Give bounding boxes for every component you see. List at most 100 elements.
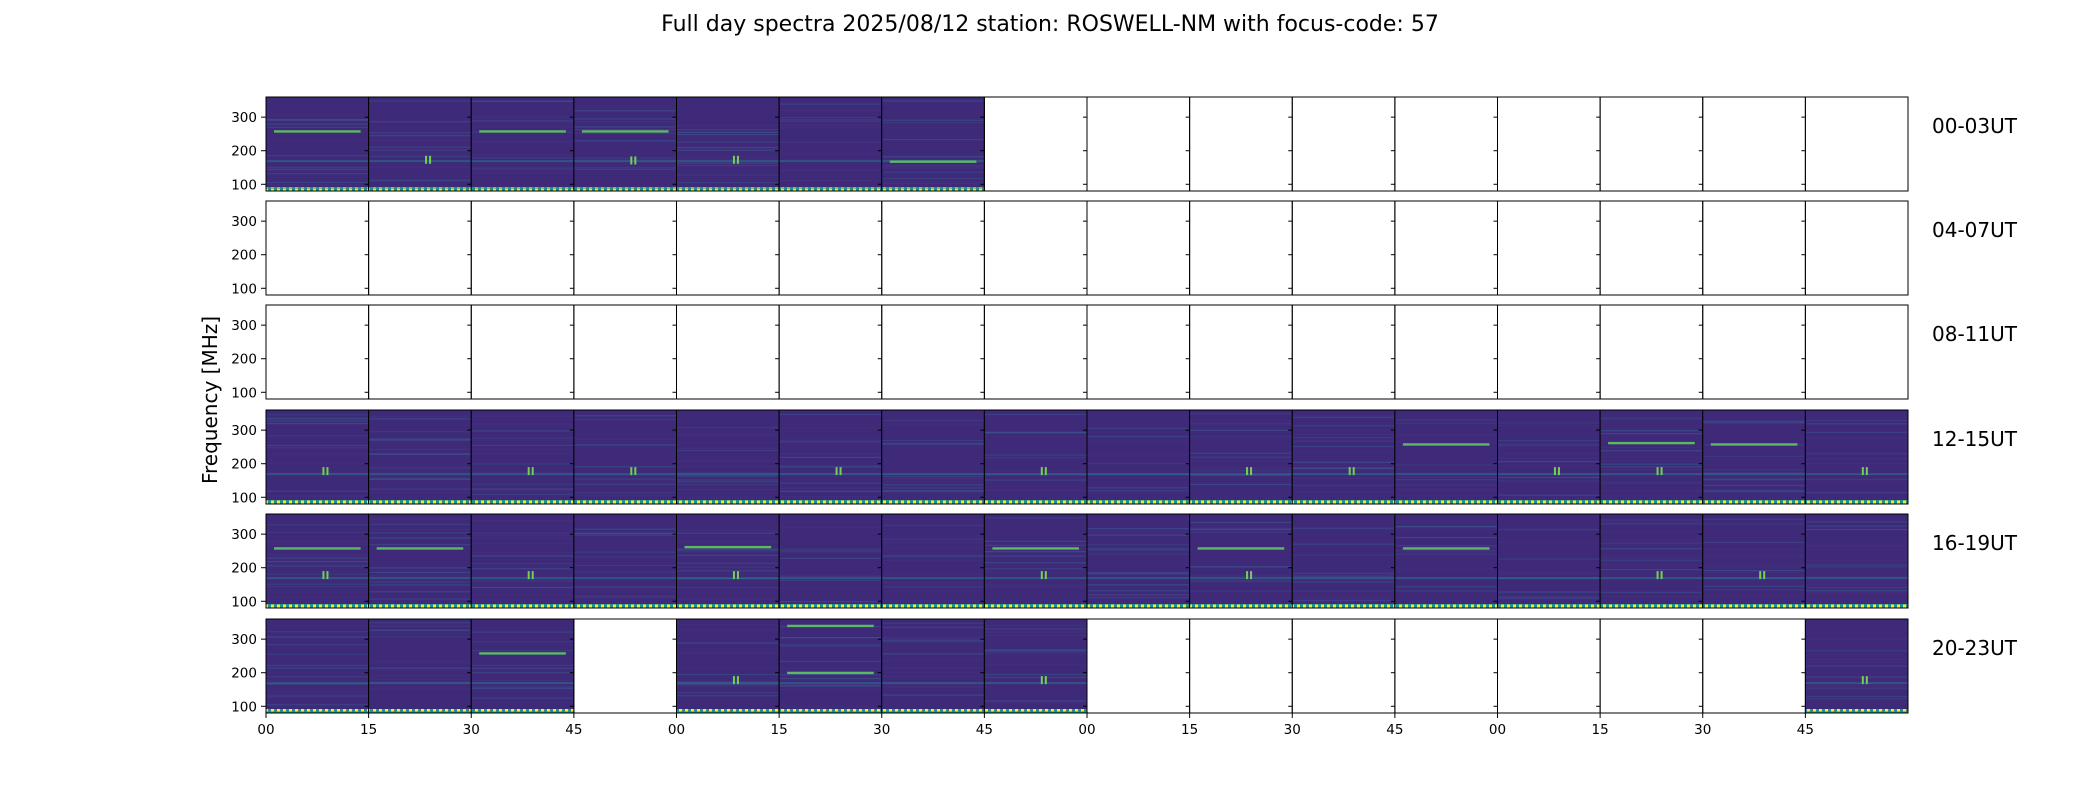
spectrogram-background (368, 514, 472, 608)
spectrogram-texture (266, 653, 369, 655)
spectrogram-texture (1600, 463, 1703, 465)
spectrogram-texture (266, 583, 369, 585)
burst-mark (634, 156, 637, 165)
spectrogram-panel (881, 97, 985, 191)
spectrogram-background (1087, 410, 1190, 504)
spectrogram-texture (676, 442, 780, 444)
spectrogram-texture (368, 591, 472, 593)
burst-mark (1040, 467, 1043, 476)
spectrogram-texture (1087, 439, 1190, 442)
spectrogram-texture (471, 670, 574, 672)
spectrogram-texture (471, 580, 574, 582)
bright-line-mark (1402, 443, 1490, 446)
spectrogram-texture (1600, 469, 1703, 471)
spectrogram-texture (1600, 433, 1703, 435)
spectrogram-texture (1702, 556, 1806, 558)
spectrogram-texture (1702, 523, 1806, 525)
spectrogram-panel (779, 619, 882, 713)
spectrogram-texture (779, 487, 882, 489)
spectrogram-texture (368, 448, 472, 451)
spectrogram-band (573, 160, 677, 163)
spectrogram-texture (368, 632, 472, 634)
spectrogram-texture (881, 443, 985, 445)
spectrogram-texture (676, 532, 780, 534)
spectrogram-bottom-strip (1805, 500, 1908, 504)
spectrogram-texture (471, 413, 574, 415)
spectrogram-texture (266, 155, 369, 157)
panel-frame (265, 304, 370, 400)
spectrogram-texture (1702, 420, 1806, 422)
spectrogram-texture (368, 491, 472, 493)
y-tick-label: 300 (231, 527, 257, 543)
spectrogram-band (368, 682, 472, 685)
spectrogram-background (266, 97, 369, 191)
spectrogram-texture (1702, 541, 1806, 544)
spectrogram-texture (881, 439, 985, 442)
spectrogram-texture (676, 557, 780, 559)
spectrogram-texture (779, 551, 882, 553)
spectrogram-background (573, 97, 677, 191)
spectrogram-texture (1600, 530, 1703, 533)
spectrogram-band (1292, 577, 1395, 580)
spectrogram-texture (266, 139, 369, 141)
spectrogram-texture (676, 434, 780, 436)
spectrogram-texture (1087, 548, 1190, 550)
spectrogram-texture (368, 155, 472, 157)
spectrogram-texture (1497, 460, 1601, 463)
spectrogram-texture (676, 673, 780, 676)
spectrogram-texture (1600, 450, 1703, 452)
spectrogram-texture (881, 535, 985, 537)
spectrogram-background (881, 97, 985, 191)
spectrogram-texture (266, 589, 369, 591)
spectrogram-texture (676, 642, 780, 644)
spectrogram-texture (676, 164, 780, 166)
spectrogram-texture (471, 631, 574, 633)
spectrogram-texture (779, 413, 882, 415)
x-tick-label: 15 (1592, 722, 1609, 738)
spectrogram-texture (1702, 472, 1806, 474)
burst-mark (1352, 467, 1355, 476)
spectrogram-texture (1394, 484, 1498, 486)
spectrogram-background (1805, 410, 1908, 504)
spectrogram-texture (676, 598, 780, 600)
spectrogram-background (1394, 514, 1498, 608)
spectrogram-texture (779, 427, 882, 429)
spectrogram-texture (266, 417, 369, 420)
spectrogram-texture (1394, 553, 1498, 555)
spectra-row: 100 200 300 04-07UT (231, 200, 2018, 297)
spectra-row: 100 200 300 20-23UT (231, 618, 2018, 715)
spectrogram-texture (881, 641, 985, 643)
spectrogram-texture (1805, 661, 1908, 663)
spectrogram-texture (1702, 455, 1806, 457)
spectrogram-texture (471, 437, 574, 439)
spectrogram-texture (1497, 481, 1601, 483)
spectrogram-texture (1087, 553, 1190, 555)
spectrogram-texture (266, 168, 369, 170)
spectrogram-texture (368, 180, 472, 182)
spectrogram-texture (1189, 527, 1293, 529)
spectrogram-texture (779, 472, 882, 474)
spectrogram-band (1087, 473, 1190, 476)
spectrogram-texture (368, 584, 472, 586)
spectrogram-texture (1805, 437, 1908, 439)
spectrogram-texture (881, 573, 985, 576)
spectrogram-panel (881, 410, 985, 504)
spectrogram-bottom-strip (984, 500, 1087, 504)
spectrogram-texture (368, 415, 472, 417)
spectrogram-texture (1087, 534, 1190, 536)
spectrogram-texture (984, 555, 1087, 557)
spectrogram-texture (881, 420, 985, 422)
spectrogram-texture (266, 636, 369, 638)
spectrogram-texture (1805, 417, 1908, 419)
spectrogram-texture (266, 436, 369, 439)
spectrogram-texture (779, 488, 882, 490)
spectrogram-texture (471, 552, 574, 554)
spectrogram-texture (1394, 520, 1498, 522)
spectrogram-texture (1394, 468, 1498, 470)
spectrogram-bottom-strip (779, 709, 882, 713)
spectrogram-texture (573, 466, 677, 468)
spectrogram-texture (984, 413, 1087, 416)
spectrogram-background (1087, 514, 1190, 608)
spectrogram-texture (471, 141, 574, 143)
spectrogram-texture (1702, 589, 1806, 591)
